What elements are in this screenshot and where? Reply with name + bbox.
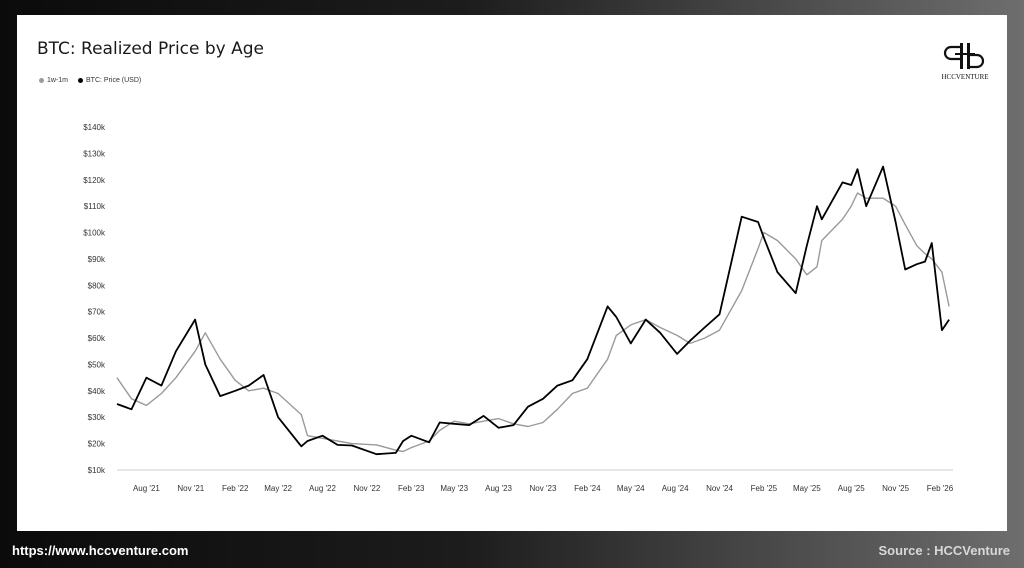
x-tick-label: Aug '22 <box>309 484 336 493</box>
x-tick-label: Feb '23 <box>398 484 425 493</box>
x-tick-label: Feb '26 <box>927 484 954 493</box>
y-tick-label: $50k <box>88 360 106 369</box>
x-tick-label: Aug '23 <box>485 484 512 493</box>
y-tick-label: $140k <box>83 123 106 132</box>
x-tick-label: Nov '22 <box>353 484 380 493</box>
legend-label-realized: 1w-1m <box>47 77 69 84</box>
legend-item-realized: 1w-1m <box>39 77 68 84</box>
y-tick-label: $130k <box>83 149 106 158</box>
x-tick-label: Feb '22 <box>222 484 249 493</box>
x-tick-label: Nov '21 <box>177 484 204 493</box>
footer-source: Source : HCCVenture <box>878 543 1010 558</box>
y-tick-label: $70k <box>88 308 106 317</box>
legend: 1w-1m BTC: Price (USD) <box>39 77 141 84</box>
y-tick-label: $90k <box>88 255 106 264</box>
y-tick-label: $120k <box>83 176 106 185</box>
hcc-logo <box>943 43 985 69</box>
x-tick-label: Aug '24 <box>662 484 689 493</box>
x-tick-label: May '22 <box>264 484 292 493</box>
y-tick-label: $20k <box>88 440 106 449</box>
legend-dot-price <box>78 78 84 83</box>
y-tick-label: $80k <box>88 281 106 290</box>
x-tick-label: May '24 <box>617 484 645 493</box>
legend-label-price: BTC: Price (USD) <box>86 77 142 84</box>
legend-dot-realized <box>39 78 44 83</box>
series-line-btc-price <box>116 165 950 456</box>
y-tick-label: $100k <box>83 229 106 238</box>
y-tick-label: $60k <box>88 334 106 343</box>
y-tick-label: $110k <box>84 202 106 211</box>
y-tick-label: $10k <box>88 466 106 475</box>
x-tick-label: Feb '24 <box>574 484 601 493</box>
x-tick-label: Nov '25 <box>882 484 909 493</box>
x-tick-label: Nov '24 <box>706 484 733 493</box>
chart-card: BTC: Realized Price by Age 1w-1m BTC: Pr… <box>17 15 1007 531</box>
x-tick-label: Aug '25 <box>838 484 865 493</box>
x-tick-label: Nov '23 <box>530 484 557 493</box>
x-tick-label: Feb '25 <box>751 484 778 493</box>
legend-item-price: BTC: Price (USD) <box>78 77 141 84</box>
y-tick-label: $40k <box>88 387 106 396</box>
price-chart: $10k $20k $30k $40k $50k $60k $70k $80k $90k $100… <box>83 123 954 493</box>
x-tick-label: May '23 <box>440 484 468 493</box>
x-tick-label: Aug '21 <box>133 484 160 493</box>
series-line-realized-1w-1m <box>116 192 950 453</box>
x-tick-label: May '25 <box>793 484 821 493</box>
logo-text: HCCVENTURE <box>941 73 989 81</box>
footer-website: https://www.hccventure.com <box>12 543 189 558</box>
y-tick-label: $30k <box>88 413 106 422</box>
chart-title: BTC: Realized Price by Age <box>37 39 265 59</box>
